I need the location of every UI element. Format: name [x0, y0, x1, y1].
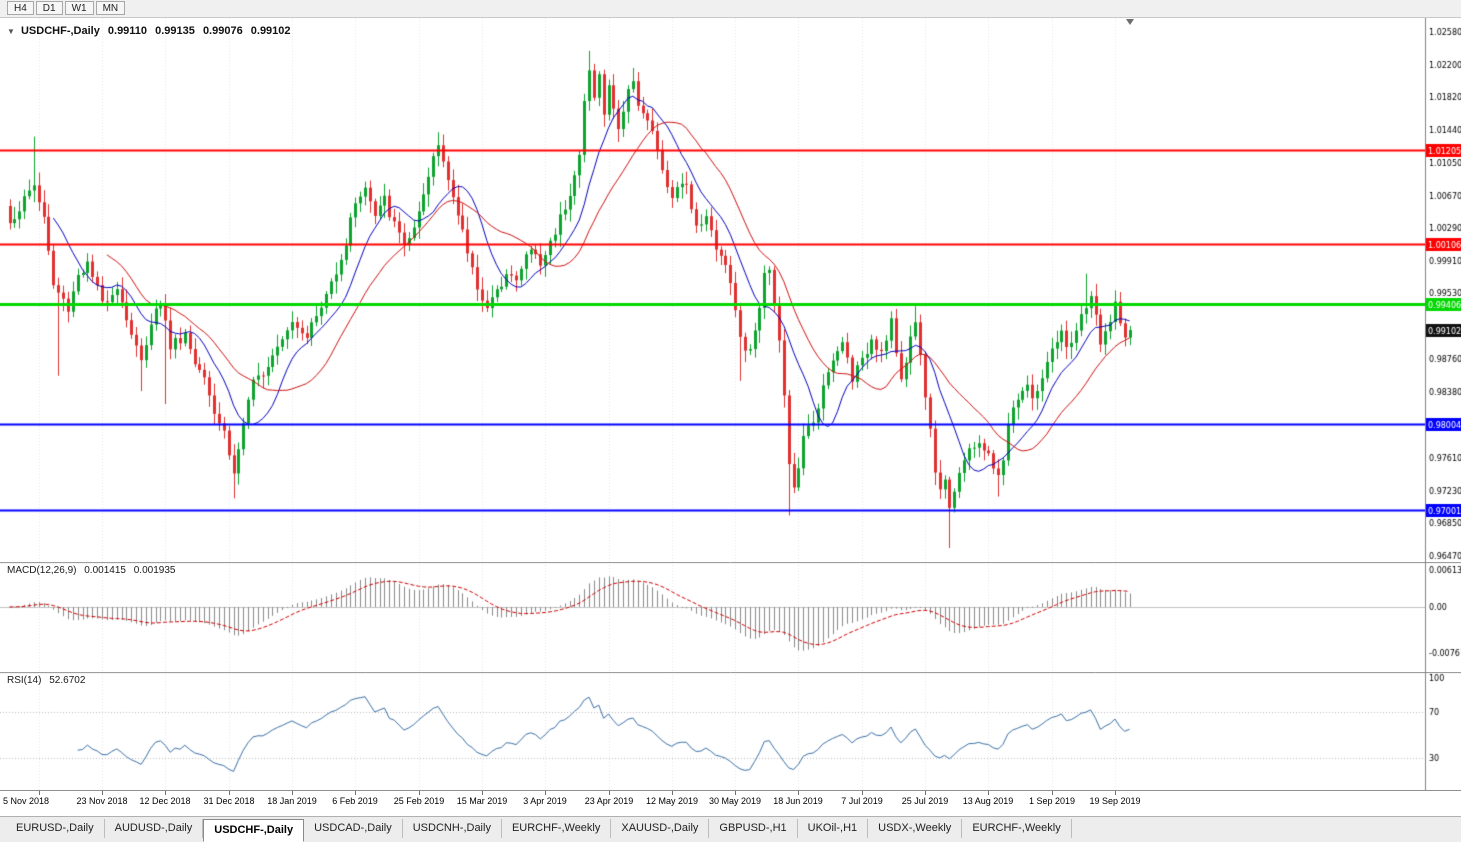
- price-pane: ▼ USDCHF-,Daily 0.99110 0.99135 0.99076 …: [0, 18, 1461, 562]
- date-label: 18 Jun 2019: [773, 796, 823, 806]
- timeframe-button-mn[interactable]: MN: [95, 1, 126, 15]
- tab-usdx-weekly[interactable]: USDX-,Weekly: [868, 819, 963, 838]
- date-tick: [988, 791, 989, 795]
- date-label: 12 May 2019: [645, 796, 699, 806]
- date-label: 31 Dec 2018: [203, 796, 255, 806]
- date-tick: [672, 791, 673, 795]
- ohlc-close: 0.99102: [250, 25, 291, 37]
- date-label: 5 Nov 2018: [3, 796, 50, 806]
- macd-value-main: 0.001415: [84, 565, 126, 576]
- ohlc-open: 0.99110: [107, 25, 148, 37]
- date-label: 12 Dec 2018: [139, 796, 191, 806]
- rsi-pane: RSI(14) 52.6702: [0, 672, 1461, 790]
- date-tick: [229, 791, 230, 795]
- date-label: 23 Apr 2019: [584, 796, 634, 806]
- rsi-label: RSI(14) 52.6702: [7, 675, 90, 686]
- date-tick: [165, 791, 166, 795]
- date-tick: [862, 791, 863, 795]
- date-tick: [798, 791, 799, 795]
- tab-eurusd-daily[interactable]: EURUSD-,Daily: [6, 819, 105, 838]
- date-tick: [355, 791, 356, 795]
- date-tick: [292, 791, 293, 795]
- ohlc-high: 0.99135: [155, 25, 195, 37]
- date-label: 3 Apr 2019: [523, 796, 567, 806]
- rsi-value: 52.6702: [49, 675, 86, 686]
- tab-ukoil-h1[interactable]: UKOil-,H1: [798, 819, 869, 838]
- macd-label: MACD(12,26,9) 0.001415 0.001935: [7, 565, 180, 576]
- tab-usdcad-daily[interactable]: USDCAD-,Daily: [304, 819, 403, 838]
- rsi-canvas[interactable]: [0, 672, 1461, 790]
- date-label: 13 Aug 2019: [962, 796, 1014, 806]
- date-label: 18 Jan 2019: [267, 796, 317, 806]
- date-tick: [1052, 791, 1053, 795]
- chart-menu-icon[interactable]: ▼: [7, 27, 15, 36]
- timeframe-button-d1[interactable]: D1: [35, 1, 63, 15]
- tab-eurchf-weekly[interactable]: EURCHF-,Weekly: [502, 819, 612, 838]
- date-tick: [545, 791, 546, 795]
- date-label: 7 Jul 2019: [841, 796, 883, 806]
- tab-audusd-daily[interactable]: AUDUSD-,Daily: [105, 819, 204, 838]
- date-label: 1 Sep 2019: [1028, 796, 1076, 806]
- chart-shift-marker-icon: [1126, 19, 1134, 25]
- date-tick: [1115, 791, 1116, 795]
- chart-tab-bar: EURUSD-,Daily AUDUSD-,Daily USDCHF-,Daily U…: [0, 816, 1461, 842]
- macd-value-signal: 0.001935: [133, 565, 176, 576]
- date-tick: [482, 791, 483, 795]
- date-label: 25 Jul 2019: [901, 796, 949, 806]
- macd-pane: MACD(12,26,9) 0.001415 0.001935: [0, 562, 1461, 672]
- date-label: 30 May 2019: [708, 796, 762, 806]
- date-tick: [735, 791, 736, 795]
- chart-title: ▼ USDCHF-,Daily 0.99110 0.99135 0.99076 …: [7, 25, 291, 37]
- date-tick: [39, 791, 40, 795]
- date-tick: [102, 791, 103, 795]
- date-axis[interactable]: 5 Nov 2018 23 Nov 2018 12 Dec 2018 31 Dec 2…: [0, 790, 1461, 816]
- tab-usdchf-daily[interactable]: USDCHF-,Daily: [203, 819, 305, 842]
- chart-symbol-label: USDCHF-,Daily: [20, 25, 100, 37]
- date-label: 23 Nov 2018: [76, 796, 128, 806]
- macd-canvas[interactable]: [0, 562, 1461, 672]
- timeframe-button-w1[interactable]: W1: [64, 1, 94, 15]
- tab-usdcnh-daily[interactable]: USDCNH-,Daily: [403, 819, 502, 838]
- price-chart-canvas[interactable]: [0, 18, 1461, 562]
- date-tick: [925, 791, 926, 795]
- date-tick: [609, 791, 610, 795]
- tab-eurchf-weekly[interactable]: EURCHF-,Weekly: [962, 819, 1072, 838]
- date-label: 25 Feb 2019: [393, 796, 445, 806]
- date-label: 15 Mar 2019: [456, 796, 508, 806]
- tab-xauusd-daily[interactable]: XAUUSD-,Daily: [611, 819, 710, 838]
- timeframe-button-h4[interactable]: H4: [7, 1, 34, 15]
- timeframe-toolbar: H4 D1 W1 MN: [0, 0, 1461, 18]
- ohlc-low: 0.99076: [202, 25, 243, 37]
- date-tick: [419, 791, 420, 795]
- date-label: 6 Feb 2019: [332, 796, 378, 806]
- macd-name: MACD(12,26,9): [7, 565, 77, 576]
- date-label: 19 Sep 2019: [1089, 796, 1141, 806]
- tab-gbpusd-h1[interactable]: GBPUSD-,H1: [709, 819, 798, 838]
- rsi-name: RSI(14): [7, 675, 42, 686]
